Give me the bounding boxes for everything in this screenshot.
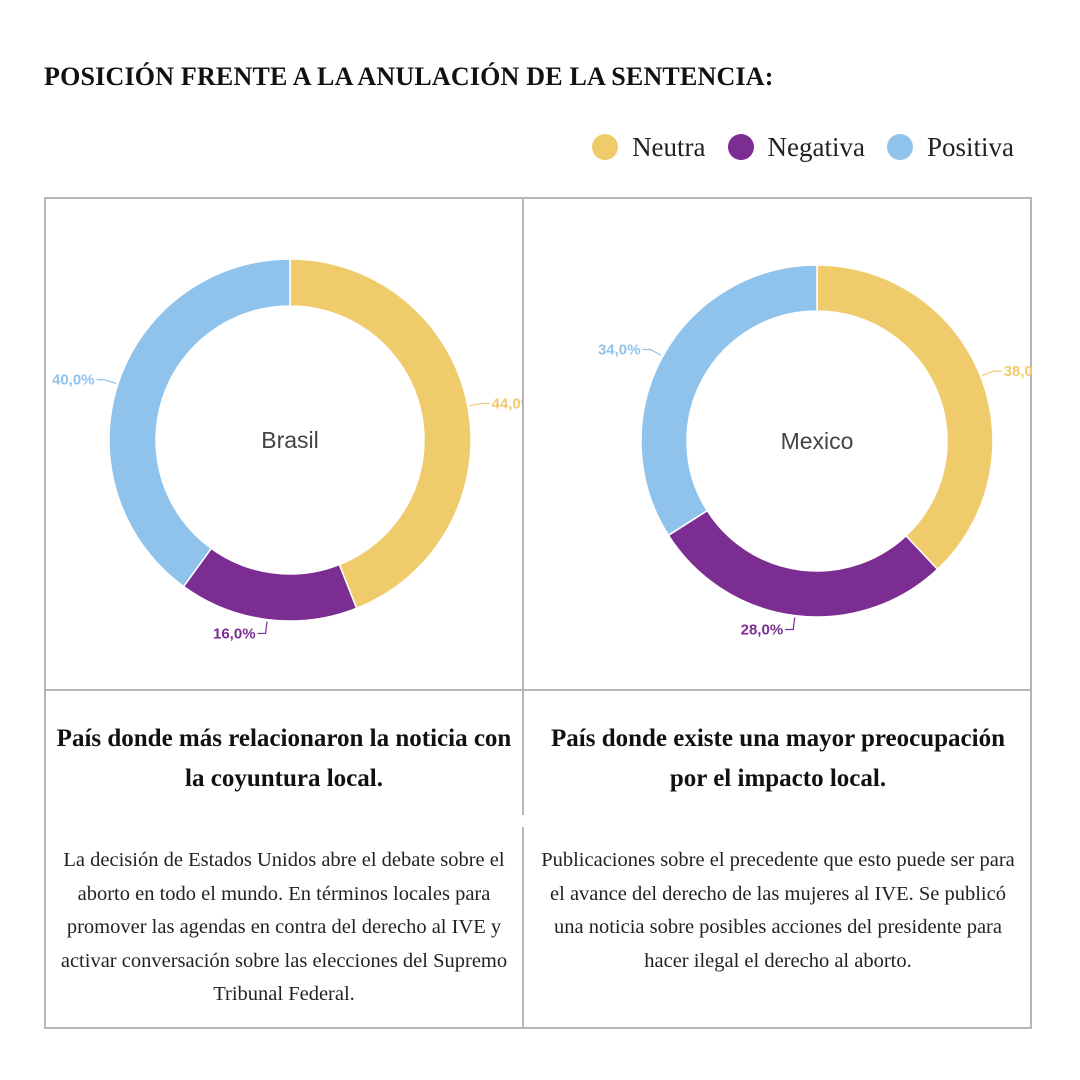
leader-line-positiva-brasil [96, 379, 117, 385]
panel-heading-brasil: País donde más relacionaron la noticia c… [56, 725, 512, 792]
legend-label-negativa: Negativa [767, 131, 865, 162]
slice-negativa-mexico [667, 509, 939, 618]
chart-center-label-mexico: Mexico [781, 428, 854, 454]
leader-line-negativa-mexico [785, 617, 796, 631]
legend-label-positiva: Positiva [926, 131, 1014, 162]
leader-line-positiva-mexico [642, 348, 662, 356]
legend-item-neutra: Neutra [592, 131, 706, 163]
grid-divider-horizontal [46, 689, 1030, 691]
panel-heading-mexico: País donde existe una mayor preocupación… [551, 725, 1005, 792]
grid-divider-vertical [522, 199, 524, 1027]
data-label-neutra-brasil: 44,0% [492, 395, 522, 412]
chart-legend: Neutra Negativa Positiva [592, 130, 1014, 164]
legend-item-negativa: Negativa [727, 131, 865, 163]
donut-chart-brasil: 44,0% 16,0% 40,0% Brasil [52, 258, 522, 642]
legend-item-positiva: Positiva [886, 131, 1014, 163]
donut-chart-mexico: 38,0% 28,0% 34,0% Mexico [598, 264, 1032, 639]
page-title: POSICIÓN FRENTE A LA ANULACIÓN DE LA SEN… [44, 62, 774, 91]
slice-neutra-brasil [289, 258, 472, 610]
panel-grid: 44,0% 16,0% 40,0% Brasil 38,0% 28,0% 34,0% Mex… [44, 197, 1032, 1029]
legend-label-neutra: Neutra [632, 131, 706, 162]
chart-center-label-brasil: Brasil [261, 427, 319, 453]
leader-line-negativa-brasil [257, 621, 268, 635]
panel-text-brasil: La decisión de Estados Unidos abre el de… [60, 849, 508, 1005]
legend-swatch-neutra [592, 134, 619, 160]
legend-swatch-negativa [727, 134, 754, 160]
data-label-negativa-mexico: 28,0% [741, 622, 784, 639]
data-label-neutra-mexico: 38,0% [1004, 363, 1032, 380]
panel-text-mexico: Publicaciones sobre el precedente que es… [541, 849, 1015, 972]
slice-negativa-brasil [182, 547, 358, 622]
data-label-positiva-mexico: 34,0% [598, 341, 641, 358]
data-label-negativa-brasil: 16,0% [213, 625, 256, 642]
data-label-positiva-brasil: 40,0% [52, 372, 95, 389]
leader-line-neutra-brasil [469, 402, 490, 407]
slice-positiva-brasil [108, 258, 291, 588]
slice-positiva-mexico [640, 264, 818, 537]
legend-swatch-positiva [886, 134, 913, 160]
slice-neutra-mexico [816, 264, 994, 571]
leader-line-neutra-mexico [982, 370, 1002, 377]
grid-divider-gap [522, 815, 524, 827]
